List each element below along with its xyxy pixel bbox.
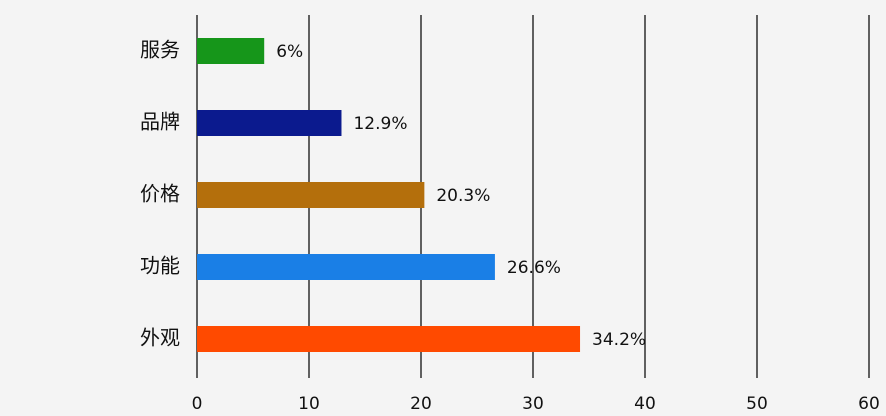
value-label: 12.9% [353,114,407,134]
x-tick-label: 60 [858,394,880,414]
value-label: 20.3% [436,186,490,206]
value-label: 26.6% [507,258,561,278]
bar [197,38,265,64]
y-tick-label: 外观 [140,326,180,350]
y-tick-label: 品牌 [140,110,180,134]
x-tick-label: 40 [634,394,656,414]
bar [197,326,581,352]
x-tick-label: 0 [192,394,203,414]
value-label: 34.2% [592,330,646,350]
x-tick-label: 10 [298,394,320,414]
y-tick-label: 价格 [140,182,180,206]
y-tick-label: 功能 [140,254,180,278]
x-tick-label: 50 [746,394,768,414]
bar [197,254,495,280]
y-tick-label: 服务 [140,38,180,62]
value-label: 6% [276,42,303,62]
bar [197,110,342,136]
x-tick-label: 20 [410,394,432,414]
x-tick-label: 30 [522,394,544,414]
bar [197,182,425,208]
